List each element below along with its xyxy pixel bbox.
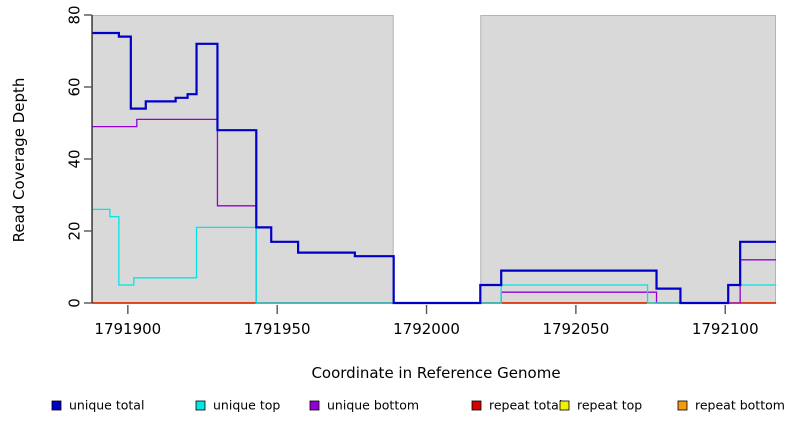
legend-unique-bottom-label: unique bottom	[327, 398, 419, 413]
y-tick-label-0: 0	[65, 298, 83, 308]
legend-repeat-total-swatch	[471, 400, 482, 411]
legend: unique total unique top unique bottom repea…	[51, 398, 785, 413]
x-tick-label-1791950: 1791950	[244, 320, 311, 338]
covered-region-right	[480, 15, 776, 303]
legend-repeat-total-label: repeat total	[489, 398, 562, 413]
x-axis: 1791900 1791950 1792000 1792050 1792100	[94, 305, 759, 338]
y-tick-label-40: 40	[65, 149, 83, 168]
x-axis-title: Coordinate in Reference Genome	[311, 364, 560, 382]
y-tick-label-60: 60	[65, 77, 83, 96]
legend-unique-total-label: unique total	[69, 398, 144, 413]
y-tick-label-80: 80	[65, 5, 83, 24]
y-axis-title: Read Coverage Depth	[10, 78, 28, 243]
legend-repeat-top-label: repeat top	[577, 398, 642, 413]
x-tick-label-1791900: 1791900	[94, 320, 161, 338]
y-axis: 0 20 40 60 80	[65, 5, 93, 308]
series-group	[92, 31, 776, 305]
legend-repeat-bottom-label: repeat bottom	[695, 398, 785, 413]
y-tick-label-20: 20	[65, 221, 83, 240]
x-tick-label-1792000: 1792000	[393, 320, 460, 338]
x-tick-label-1792100: 1792100	[692, 320, 759, 338]
series-unique-total	[92, 31, 776, 305]
shaded-region-group	[92, 15, 776, 303]
legend-unique-top-swatch	[195, 400, 206, 411]
legend-unique-total-swatch	[51, 400, 62, 411]
legend-unique-bottom-swatch	[309, 400, 320, 411]
covered-region-left	[92, 15, 394, 303]
legend-repeat-top-swatch	[559, 400, 570, 411]
legend-repeat-bottom-swatch	[677, 400, 688, 411]
x-tick-label-1792050: 1792050	[542, 320, 609, 338]
legend-unique-top-label: unique top	[213, 398, 280, 413]
